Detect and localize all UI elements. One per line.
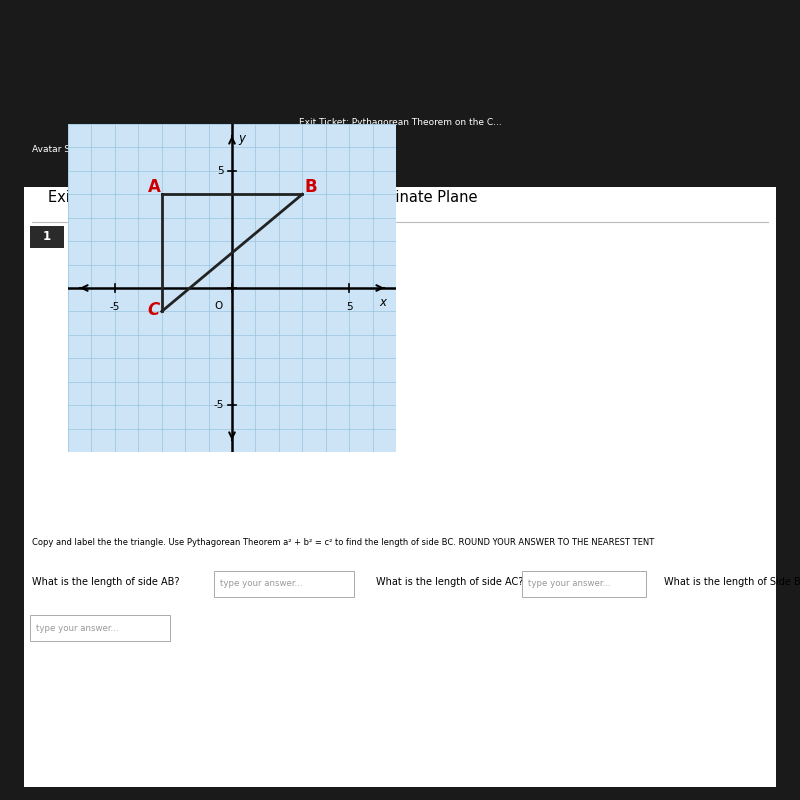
Text: 1: 1 xyxy=(43,230,51,243)
Text: G  Gmail: G Gmail xyxy=(120,145,159,154)
Text: 30 points: 30 points xyxy=(84,232,136,242)
FancyBboxPatch shape xyxy=(30,615,170,642)
Text: Exit Ticket: Pythagorean Theorem on the C...: Exit Ticket: Pythagorean Theorem on the … xyxy=(298,118,502,127)
Text: Avatar Shop: Avatar Shop xyxy=(32,145,87,154)
Text: -5: -5 xyxy=(110,302,120,312)
Text: x: x xyxy=(380,295,386,309)
FancyBboxPatch shape xyxy=(214,570,354,597)
FancyBboxPatch shape xyxy=(24,187,776,787)
Text: Maps: Maps xyxy=(208,145,232,154)
Text: 5: 5 xyxy=(346,302,353,312)
Text: What is the length of Side BC?: What is the length of Side BC? xyxy=(664,577,800,587)
Text: B: B xyxy=(305,178,318,196)
Text: -5: -5 xyxy=(214,400,224,410)
FancyBboxPatch shape xyxy=(30,226,64,248)
Text: What is the length of side AB?: What is the length of side AB? xyxy=(32,577,179,587)
Text: 5: 5 xyxy=(217,166,224,176)
Text: C: C xyxy=(148,301,160,319)
Text: y: y xyxy=(238,131,245,145)
Text: type your answer...: type your answer... xyxy=(36,623,118,633)
Text: Exit Ticket: Pythagorean Theorem on the Coordinate Plane: Exit Ticket: Pythagorean Theorem on the … xyxy=(48,190,478,205)
Text: What is the length of side AC?: What is the length of side AC? xyxy=(376,577,523,587)
Text: type your answer...: type your answer... xyxy=(528,579,610,588)
Text: A: A xyxy=(148,178,161,196)
Text: type your answer...: type your answer... xyxy=(220,579,302,588)
FancyBboxPatch shape xyxy=(522,570,646,597)
Text: Copy and label the the triangle. Use Pythagorean Theorem a² + b² = c² to find th: Copy and label the the triangle. Use Pyt… xyxy=(32,538,654,546)
Text: O: O xyxy=(214,301,222,311)
